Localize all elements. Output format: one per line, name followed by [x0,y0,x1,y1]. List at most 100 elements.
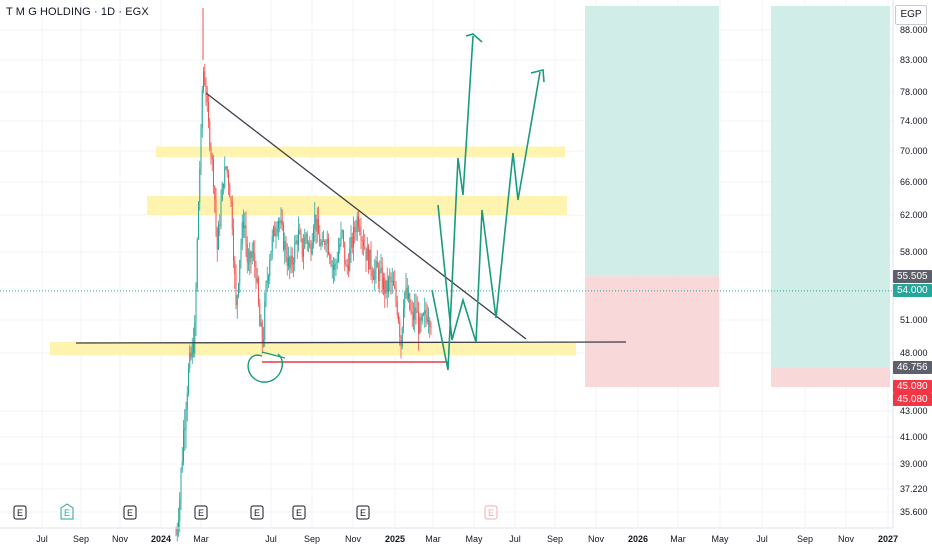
candle-body [241,222,243,245]
x-tick-label: 2026 [628,534,648,544]
candle-body [186,393,188,410]
candle-body [416,311,418,313]
candle-body [364,246,366,249]
candle-body [255,266,257,282]
candle-body [286,257,288,267]
candle-body [240,244,242,261]
candlestick-series [175,8,432,542]
candle-body [239,260,241,284]
earnings-marker [123,505,137,520]
descending-trendline [205,92,527,340]
candle-body [400,337,402,347]
candle-body [196,239,198,289]
candle-body [295,240,297,244]
candle-body [378,267,379,282]
x-tick-label: 2024 [151,534,171,544]
x-tick-label: May [711,534,729,544]
candle-body [254,253,256,267]
candle-body [381,267,383,290]
candle-body [395,287,397,302]
candle-body [348,265,349,271]
candle-body [401,327,403,347]
candle-body [360,232,362,240]
candle-body [304,236,306,249]
candle-body [428,320,429,322]
candle-body [263,339,264,343]
candle-body [356,216,358,232]
price-tag-stop: 45.080 [893,380,932,394]
candle-body [366,246,368,261]
candle-body [335,262,337,264]
earnings-marker-label: E [127,508,133,518]
candle-body [264,301,266,340]
earnings-marker [356,505,370,520]
position-target-zone [585,6,719,277]
candle-body [406,287,408,299]
x-tick-label: Nov [838,534,855,544]
candle-body [184,428,186,431]
candle-body [409,293,411,310]
candle-body [311,242,313,254]
arrow-head-2 [530,68,545,83]
candle-body [209,121,211,148]
candle-body [216,228,218,250]
y-tick-label: 78.000 [900,87,928,97]
currency-button[interactable]: EGP [895,5,927,25]
candle-body [276,228,278,233]
candle-body [349,248,351,271]
candle-body [246,243,248,263]
candle-body [363,240,364,247]
candle-body [281,220,283,225]
y-tick-label: 66.000 [900,177,928,187]
candle-body [334,263,336,270]
candle-body [390,277,392,283]
candle-body [236,295,238,306]
candle-body [339,243,341,251]
horizontal-support-line [75,341,627,344]
candle-body [319,234,321,246]
position-target-zone [771,6,890,368]
candle-body [358,216,359,227]
candle-body [296,240,298,245]
candle-body [408,293,409,299]
y-tick-label: 74.000 [900,116,928,126]
candle-body [251,251,253,259]
candle-body [419,317,421,334]
candle-body [421,314,423,321]
candle-body [208,101,209,122]
candle-body [179,498,181,522]
candle-body [405,287,407,293]
candle-body [181,461,183,470]
earnings-marker-label: E [254,508,260,518]
earnings-marker-label: E [17,508,23,518]
candle-body [226,166,228,174]
candle-body [333,264,334,270]
candle-body [300,233,302,239]
x-tick-label: May [465,534,483,544]
candle-body [230,197,232,202]
earnings-marker-label: E [64,508,70,518]
candle-body [248,262,249,264]
candle-body [238,283,239,296]
candle-body [375,260,377,270]
candle-body [233,229,234,262]
candle-body [328,238,329,255]
candle-body [321,240,323,245]
candle-body [198,202,199,240]
candle-body [385,280,387,294]
y-tick-label: 58.000 [900,247,928,257]
candle-body [425,310,427,316]
candle-body [278,220,279,229]
price-tag-stop: 45.080 [893,393,932,407]
candle-body [180,469,182,499]
candle-body [243,222,244,229]
candle-body [343,230,344,242]
candle-body [269,260,271,277]
candle-body [201,90,203,128]
x-tick-label: Sep [547,534,563,544]
candle-body [284,241,286,250]
x-tick-label: Mar [425,534,441,544]
position-stop-zone [771,367,890,387]
